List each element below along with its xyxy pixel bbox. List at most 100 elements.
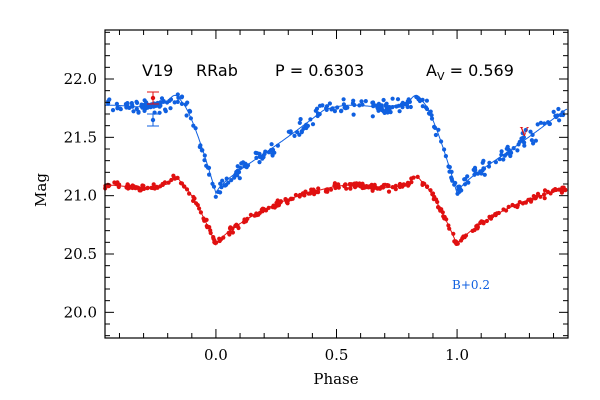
data-point: [390, 96, 395, 101]
data-point: [547, 121, 553, 126]
data-point: [386, 189, 392, 194]
data-point: [143, 106, 148, 111]
data-point: [241, 220, 247, 225]
data-point: [424, 98, 429, 103]
data-point: [522, 143, 527, 148]
data-point: [458, 188, 463, 193]
data-point: [213, 194, 218, 199]
data-points: [103, 92, 568, 246]
data-point: [134, 106, 139, 112]
data-point: [433, 132, 438, 138]
data-point: [235, 173, 240, 178]
data-point: [168, 106, 173, 111]
data-point: [229, 178, 234, 183]
data-point: [272, 150, 277, 155]
data-point: [484, 218, 489, 224]
data-point: [528, 199, 534, 204]
data-point: [332, 181, 337, 186]
data-point: [343, 182, 348, 187]
data-point: [292, 133, 297, 138]
y-tick-label: 20.0: [64, 303, 97, 321]
fit-curve: [104, 176, 568, 246]
y-tick-label: 20.5: [64, 245, 97, 263]
data-point: [118, 106, 123, 111]
data-point: [553, 187, 558, 192]
star-name: V19: [142, 61, 173, 80]
data-point: [163, 107, 168, 112]
data-point: [386, 183, 391, 188]
data-point: [384, 101, 389, 106]
amplitude-label: AV = 0.569: [426, 61, 514, 83]
data-point: [232, 175, 237, 180]
data-point: [359, 99, 364, 104]
data-point: [175, 99, 180, 104]
data-point: [304, 125, 309, 131]
data-point: [370, 114, 375, 119]
data-point: [226, 180, 231, 185]
data-point: [182, 184, 187, 189]
data-point: [339, 109, 344, 114]
data-point: [515, 148, 520, 153]
data-point: [110, 108, 116, 113]
chart-header: V19 RRab P = 0.6303 AV = 0.569: [142, 61, 514, 83]
data-point: [556, 106, 561, 112]
data-point: [253, 150, 258, 155]
data-point: [370, 100, 375, 105]
data-point: [297, 120, 302, 125]
data-point: [380, 108, 385, 113]
data-point: [261, 155, 266, 160]
data-point: [408, 104, 413, 110]
data-point: [520, 131, 525, 136]
data-point: [501, 157, 506, 162]
variable-type: RRab: [196, 61, 238, 80]
data-point: [218, 190, 223, 195]
data-point: [328, 187, 334, 192]
data-point: [535, 122, 540, 127]
data-point: [459, 238, 464, 243]
data-point: [135, 100, 140, 105]
data-point: [185, 100, 190, 105]
data-point: [107, 97, 112, 102]
data-point: [269, 142, 274, 147]
error-bar-point: [150, 117, 156, 123]
data-point: [420, 104, 425, 109]
data-point: [298, 117, 303, 122]
data-point: [529, 138, 535, 143]
data-point: [481, 158, 486, 163]
data-point: [466, 180, 471, 185]
data-point: [136, 110, 141, 115]
data-point: [184, 113, 189, 118]
data-point: [508, 153, 513, 159]
y-tick-label: 22.0: [64, 70, 97, 88]
data-point: [299, 130, 304, 135]
data-point: [387, 107, 392, 112]
data-point: [482, 172, 487, 177]
x-axis-label: Phase: [313, 370, 358, 388]
data-point: [376, 101, 381, 106]
data-point: [324, 104, 330, 109]
data-point: [257, 160, 262, 165]
period-label: P = 0.6303: [275, 61, 364, 80]
data-point: [528, 129, 533, 134]
data-point: [551, 109, 556, 114]
data-point: [393, 187, 398, 192]
y-tick-label: 21.0: [64, 187, 97, 205]
data-point: [351, 112, 356, 117]
data-point: [320, 103, 325, 108]
data-point: [332, 109, 337, 114]
data-point: [123, 102, 128, 107]
data-point: [351, 98, 356, 103]
data-point: [533, 138, 539, 143]
y-tick-label: 21.5: [64, 128, 97, 146]
error-bar-point: [150, 95, 156, 101]
data-point: [131, 109, 136, 114]
data-point: [140, 185, 145, 190]
data-point: [531, 141, 536, 146]
data-point: [236, 225, 241, 231]
data-point: [376, 108, 381, 113]
x-tick-label: 0.0: [204, 346, 228, 364]
data-point: [218, 181, 223, 186]
data-point: [505, 144, 510, 149]
data-point: [220, 178, 225, 183]
